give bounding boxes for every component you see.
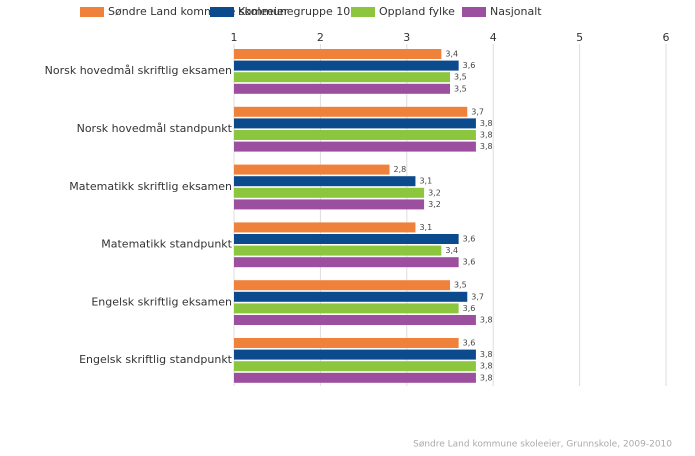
value-label: 3,5 <box>454 84 467 93</box>
legend-swatch <box>462 7 486 17</box>
y-tick-label: Matematikk standpunkt <box>101 238 232 251</box>
bar <box>234 222 416 233</box>
value-label: 3,1 <box>419 223 432 232</box>
value-label: 3,4 <box>445 50 458 59</box>
legend-label: Søndre Land kommune skoleeier <box>108 5 289 18</box>
value-label: 3,4 <box>445 246 458 255</box>
value-label: 3,6 <box>463 304 476 313</box>
value-label: 3,1 <box>419 177 432 186</box>
bar <box>234 176 416 187</box>
y-tick-label: Engelsk skriftlig eksamen <box>91 295 232 308</box>
value-label: 3,7 <box>471 107 484 116</box>
value-label: 3,6 <box>463 258 476 267</box>
y-tick-label: Norsk hovedmål standpunkt <box>77 122 233 135</box>
bar <box>234 130 476 140</box>
bar <box>234 338 459 348</box>
x-tick-label: 1 <box>231 31 238 44</box>
legend-swatch <box>80 7 104 17</box>
value-label: 3,8 <box>480 362 493 371</box>
bar <box>234 164 390 175</box>
value-label: 3,6 <box>463 61 476 70</box>
bar <box>234 315 476 325</box>
bar <box>234 72 450 83</box>
legend-label: Oppland fylke <box>379 5 455 18</box>
bar <box>234 83 450 94</box>
value-label: 3,8 <box>480 119 493 128</box>
value-label: 3,8 <box>480 350 493 359</box>
bar <box>234 280 450 291</box>
bar <box>234 199 425 210</box>
value-label: 3,7 <box>471 292 484 301</box>
legend-swatch <box>351 7 375 17</box>
legend-label: Nasjonalt <box>490 5 542 18</box>
y-tick-label: Norsk hovedmål skriftlig eksamen <box>45 64 232 77</box>
bar <box>234 141 476 152</box>
value-label: 3,2 <box>428 188 441 197</box>
bar <box>234 118 476 129</box>
bar <box>234 60 459 71</box>
value-label: 3,8 <box>480 373 493 382</box>
x-tick-label: 2 <box>317 31 324 44</box>
value-label: 3,5 <box>454 73 467 82</box>
x-tick-label: 3 <box>403 31 410 44</box>
x-tick-label: 4 <box>490 31 497 44</box>
bar <box>234 257 459 268</box>
source-note: Søndre Land kommune skoleeier, Grunnskol… <box>413 440 672 450</box>
legend-swatch <box>210 7 234 17</box>
bar <box>234 303 459 314</box>
value-label: 3,8 <box>480 316 493 325</box>
bar <box>234 361 476 372</box>
x-tick-label: 6 <box>663 31 670 44</box>
y-tick-label: Matematikk skriftlig eksamen <box>69 180 232 193</box>
bar <box>234 234 459 244</box>
bar <box>234 49 442 59</box>
bar <box>234 106 468 117</box>
value-label: 3,2 <box>428 200 441 209</box>
value-label: 3,8 <box>480 131 493 140</box>
bar <box>234 245 442 256</box>
bar <box>234 187 425 198</box>
value-label: 3,6 <box>463 339 476 348</box>
bar <box>234 372 476 383</box>
legend-label: Kommunegruppe 10 <box>238 5 350 18</box>
value-label: 2,8 <box>394 165 407 174</box>
y-tick-label: Engelsk skriftlig standpunkt <box>79 353 233 366</box>
value-label: 3,5 <box>454 281 467 290</box>
bar <box>234 291 468 302</box>
value-label: 3,6 <box>463 235 476 244</box>
bar <box>234 349 476 360</box>
x-tick-label: 5 <box>576 31 583 44</box>
value-label: 3,8 <box>480 142 493 151</box>
